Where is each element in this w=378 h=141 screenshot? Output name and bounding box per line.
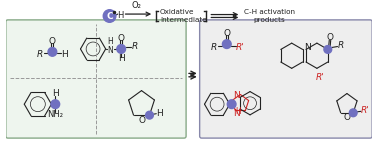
Circle shape xyxy=(103,10,116,22)
Text: O: O xyxy=(138,116,145,125)
Text: H: H xyxy=(118,54,124,63)
Circle shape xyxy=(117,45,125,53)
Text: O₂: O₂ xyxy=(132,1,142,10)
Text: H: H xyxy=(235,107,241,116)
Text: R: R xyxy=(37,50,43,59)
Text: N: N xyxy=(233,91,240,100)
Circle shape xyxy=(324,46,332,53)
Text: R: R xyxy=(132,42,138,50)
Text: O: O xyxy=(49,37,56,46)
Text: Oxidative
Intermediate: Oxidative Intermediate xyxy=(160,9,207,23)
Text: R': R' xyxy=(315,73,324,81)
Text: O: O xyxy=(223,29,230,38)
Text: O: O xyxy=(118,34,125,43)
Text: H: H xyxy=(52,89,59,98)
Text: C: C xyxy=(106,12,113,20)
Circle shape xyxy=(349,109,357,117)
Text: R: R xyxy=(211,43,217,52)
Circle shape xyxy=(222,40,231,49)
Text: H
N: H N xyxy=(108,37,113,55)
Text: N: N xyxy=(233,109,240,118)
Text: R': R' xyxy=(236,43,245,52)
Text: N: N xyxy=(305,43,311,52)
Circle shape xyxy=(48,48,57,56)
Circle shape xyxy=(51,100,60,109)
Text: H: H xyxy=(117,11,123,20)
Text: R': R' xyxy=(361,106,369,115)
Text: C-H activation
products: C-H activation products xyxy=(244,9,295,23)
Text: R: R xyxy=(338,41,344,50)
Circle shape xyxy=(146,111,153,119)
Text: O: O xyxy=(326,33,333,42)
FancyBboxPatch shape xyxy=(6,20,186,138)
Text: NH₂: NH₂ xyxy=(47,110,63,119)
Text: H: H xyxy=(62,50,68,59)
Circle shape xyxy=(227,100,236,109)
Text: H: H xyxy=(156,109,163,118)
Text: O: O xyxy=(344,113,350,122)
FancyBboxPatch shape xyxy=(200,20,372,138)
